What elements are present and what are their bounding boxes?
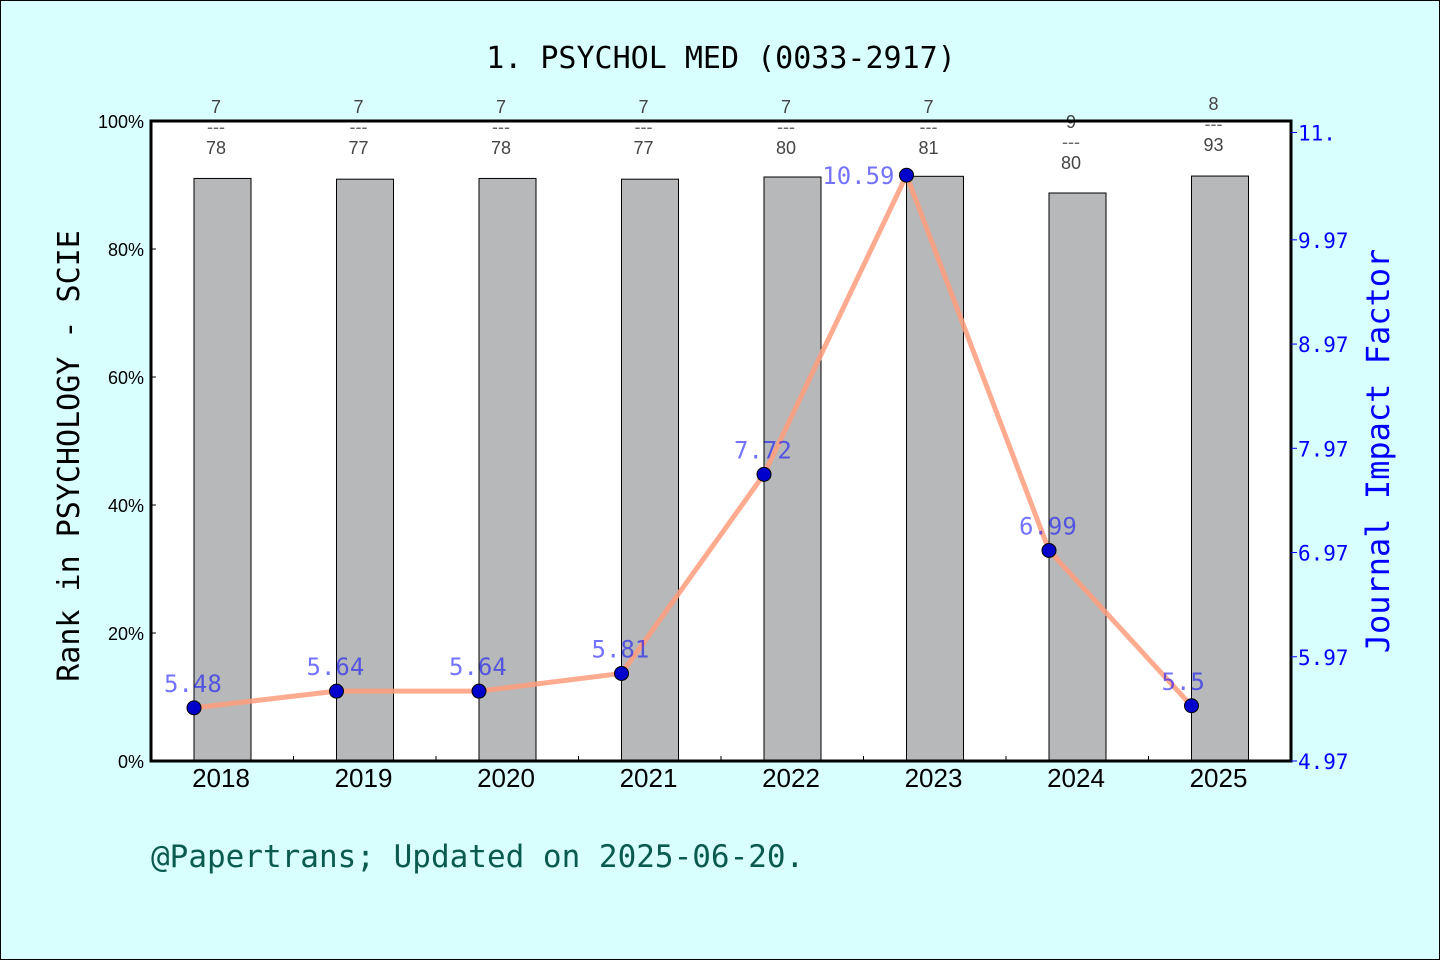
right-tick-label: 5.97 (1298, 646, 1349, 670)
bar-2019 (336, 178, 394, 762)
total-label-2021: 77 (633, 138, 653, 158)
impact-label-2019: 5.64 (307, 653, 365, 681)
total-label-2024: 80 (1061, 153, 1081, 173)
left-tick-label: 60% (108, 368, 144, 388)
x-tick-2023: 2023 (905, 763, 963, 793)
impact-point-2023 (899, 167, 914, 183)
bar-2020 (478, 177, 537, 762)
impact-label-2023: 10.59 (822, 162, 894, 190)
right-tick-label: 6.97 (1298, 542, 1349, 566)
bar-2024 (1048, 192, 1107, 762)
bar-2022 (763, 176, 822, 762)
total-label-2020: 78 (491, 138, 511, 158)
total-label-2019: 77 (348, 138, 368, 158)
rank-label-2023: 7 (923, 97, 933, 117)
rank-label-2020: 7 (496, 97, 506, 117)
impact-point-2022 (756, 466, 772, 482)
right-tick-label: 7.97 (1298, 437, 1349, 461)
impact-label-2025: 5.5 (1162, 668, 1205, 696)
bar-2023 (906, 175, 964, 762)
rank-label-2019: 7 (353, 97, 363, 117)
right-tick-label: 8.97 (1298, 333, 1349, 357)
total-label-2023: 81 (918, 138, 938, 158)
impact-label-2020: 5.64 (449, 653, 507, 681)
x-tick-2018: 2018 (192, 763, 250, 793)
total-label-2022: 80 (776, 138, 796, 158)
bar-2018 (193, 177, 252, 762)
impact-point-2024 (1041, 542, 1057, 558)
footer-credit: @Papertrans; Updated on 2025-06-20. (151, 839, 804, 875)
bar-2021 (621, 178, 679, 762)
left-tick-label: 40% (108, 496, 144, 516)
x-tick-2019: 2019 (335, 763, 393, 793)
x-tick-2021: 2021 (620, 763, 678, 793)
chart-title: 1. PSYCHOL MED (0033-2917) (486, 41, 956, 76)
right-axis-label: Journal Impact Factor (1359, 249, 1397, 654)
left-axis-label: Rank in PSYCHOLOGY - SCIE (52, 230, 87, 682)
left-tick-label: 100% (98, 112, 144, 132)
impact-label-2024: 6.99 (1019, 512, 1077, 540)
impact-point-2025 (1184, 698, 1199, 714)
impact-label-2021: 5.81 (592, 635, 650, 663)
impact-point-2020 (471, 683, 487, 699)
impact-point-2019 (329, 683, 344, 699)
impact-label-2018: 5.48 (164, 670, 222, 698)
left-tick-label: 20% (108, 624, 144, 644)
right-tick-label: 4.97 (1298, 750, 1349, 774)
x-tick-2024: 2024 (1047, 763, 1105, 793)
impact-label-2022: 7.72 (734, 436, 792, 464)
rank-divider-2025: --- (1205, 114, 1223, 134)
right-tick-label: 9.97 (1298, 229, 1349, 253)
x-tick-2020: 2020 (477, 763, 535, 793)
total-label-2018: 78 (206, 138, 226, 158)
impact-point-2018 (186, 700, 202, 716)
x-tick-2025: 2025 (1190, 763, 1248, 793)
impact-point-2021 (614, 665, 629, 681)
left-tick-label: 0% (118, 752, 144, 772)
rank-label-2021: 7 (638, 97, 648, 117)
left-tick-label: 80% (108, 240, 144, 260)
x-tick-2022: 2022 (762, 763, 820, 793)
rank-label-2022: 7 (781, 97, 791, 117)
total-label-2025: 93 (1203, 135, 1223, 155)
rank-label-2025: 8 (1208, 94, 1218, 114)
rank-label-2018: 7 (211, 97, 221, 117)
impact-factor-line (193, 168, 1194, 711)
right-tick-label: 11. (1298, 121, 1336, 145)
rank-divider-2024: --- (1062, 132, 1080, 152)
